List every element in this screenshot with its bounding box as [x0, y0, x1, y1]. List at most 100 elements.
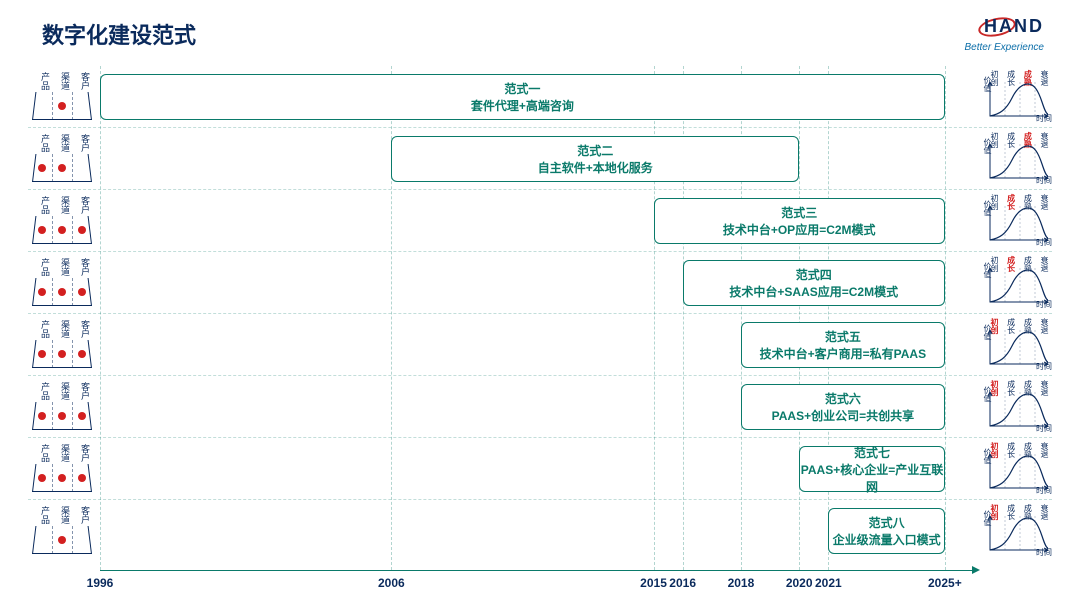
- lifecycle-chart: 初创成长成熟衰退价值时间: [980, 70, 1052, 124]
- mini-dot: [38, 226, 46, 234]
- logo-brand-label: HAND: [984, 16, 1044, 36]
- paradigm-bar: 范式八企业级流量入口模式: [828, 508, 945, 554]
- paradigm-subtitle: 技术中台+SAAS应用=C2M模式: [684, 283, 944, 300]
- paradigm-bar: 范式二自主软件+本地化服务: [391, 136, 799, 182]
- mini-column-label: 客户: [74, 256, 92, 278]
- timeline-tick-label: 2020: [786, 576, 813, 590]
- lifecycle-curve-icon: [988, 514, 1050, 554]
- mini-dot: [58, 474, 66, 482]
- mini-column-label: 产品: [34, 442, 52, 464]
- lifecycle-chart: 初创成长成熟衰退价值时间: [980, 132, 1052, 186]
- timeline-tick-label: 2018: [728, 576, 755, 590]
- mini-column-label: 产品: [34, 194, 52, 216]
- timeline-tick-label: 2015: [640, 576, 667, 590]
- mini-column-label: 渠道: [54, 132, 72, 154]
- mini-dot: [58, 226, 66, 234]
- paradigm-title: 范式八: [829, 514, 944, 531]
- paradigm-title: 范式三: [655, 204, 944, 221]
- mini-dot: [58, 412, 66, 420]
- mini-board: [32, 464, 92, 492]
- mini-column-label: 渠道: [54, 380, 72, 402]
- mini-column-label: 渠道: [54, 194, 72, 216]
- mini-dot: [78, 226, 86, 234]
- mini-board: [32, 216, 92, 244]
- mini-dot: [78, 412, 86, 420]
- timeline-axis: [100, 570, 974, 571]
- lifecycle-curve-icon: [988, 328, 1050, 368]
- mini-column-label: 产品: [34, 132, 52, 154]
- paradigm-subtitle: 企业级流量入口模式: [829, 531, 944, 548]
- mini-matrix: 产品渠道客户: [32, 444, 92, 494]
- mini-column-label: 客户: [74, 318, 92, 340]
- mini-matrix: 产品渠道客户: [32, 134, 92, 184]
- mini-board: [32, 154, 92, 182]
- mini-dot: [78, 350, 86, 358]
- paradigm-bar: 范式五技术中台+客户商用=私有PAAS: [741, 322, 945, 368]
- mini-dot: [38, 350, 46, 358]
- timeline-tick-label: 1996: [87, 576, 114, 590]
- mini-column-label: 客户: [74, 504, 92, 526]
- lifecycle-chart: 初创成长成熟衰退价值时间: [980, 194, 1052, 248]
- lifecycle-curve-icon: [988, 204, 1050, 244]
- mini-board: [32, 92, 92, 120]
- mini-column-label: 产品: [34, 256, 52, 278]
- logo-text: HAND: [984, 16, 1044, 37]
- page-title: 数字化建设范式: [42, 18, 196, 50]
- mini-column-label: 产品: [34, 318, 52, 340]
- mini-column-label: 产品: [34, 380, 52, 402]
- mini-dot: [78, 288, 86, 296]
- mini-column-label: 客户: [74, 442, 92, 464]
- mini-matrix: 产品渠道客户: [32, 72, 92, 122]
- paradigm-title: 范式一: [101, 80, 944, 97]
- paradigm-subtitle: PAAS+核心企业=产业互联网: [800, 461, 944, 495]
- mini-dot: [38, 164, 46, 172]
- paradigm-row: 产品渠道客户 范式五技术中台+客户商用=私有PAAS 初创成长成熟衰退价值时间: [28, 314, 1052, 376]
- mini-column-label: 产品: [34, 70, 52, 92]
- lifecycle-curve-icon: [988, 452, 1050, 492]
- mini-board: [32, 278, 92, 306]
- mini-board: [32, 402, 92, 430]
- mini-dot: [38, 474, 46, 482]
- paradigm-bar: 范式一套件代理+高端咨询: [100, 74, 945, 120]
- lifecycle-chart: 初创成长成熟衰退价值时间: [980, 380, 1052, 434]
- mini-dot: [58, 536, 66, 544]
- mini-board: [32, 526, 92, 554]
- mini-dot: [58, 288, 66, 296]
- lifecycle-curve-icon: [988, 390, 1050, 430]
- mini-dot: [38, 412, 46, 420]
- mini-dot: [58, 102, 66, 110]
- mini-dot: [58, 350, 66, 358]
- mini-matrix: 产品渠道客户: [32, 320, 92, 370]
- paradigm-row: 产品渠道客户范式三技术中台+OP应用=C2M模式初创成长成熟衰退价值时间: [28, 190, 1052, 252]
- timeline-tick-label: 2006: [378, 576, 405, 590]
- brand-logo: HAND Better Experience: [965, 16, 1045, 55]
- paradigm-title: 范式四: [684, 266, 944, 283]
- lifecycle-curve-icon: [988, 142, 1050, 182]
- mini-dot: [58, 164, 66, 172]
- paradigm-bar: 范式六PAAS+创业公司=共创共享: [741, 384, 945, 430]
- lifecycle-chart: 初创成长成熟衰退价值时间: [980, 318, 1052, 372]
- mini-matrix: 产品渠道客户: [32, 258, 92, 308]
- mini-matrix: 产品渠道客户: [32, 506, 92, 556]
- mini-matrix: 产品渠道客户: [32, 382, 92, 432]
- paradigm-title: 范式六: [742, 390, 944, 407]
- mini-dot: [38, 288, 46, 296]
- mini-column-label: 渠道: [54, 256, 72, 278]
- mini-column-label: 客户: [74, 70, 92, 92]
- mini-column-label: 客户: [74, 132, 92, 154]
- timeline-tick-label: 2021: [815, 576, 842, 590]
- mini-board: [32, 340, 92, 368]
- lifecycle-chart: 初创成长成熟衰退价值时间: [980, 256, 1052, 310]
- logo-tagline: Better Experience: [965, 42, 1045, 53]
- paradigm-subtitle: 套件代理+高端咨询: [101, 97, 944, 114]
- timeline-chart: 19962006201520162018202020212025+产品渠道客户范…: [28, 66, 1052, 586]
- paradigm-bar: 范式三技术中台+OP应用=C2M模式: [654, 198, 945, 244]
- mini-column-label: 渠道: [54, 504, 72, 526]
- mini-dot: [78, 474, 86, 482]
- lifecycle-curve-icon: [988, 80, 1050, 120]
- paradigm-subtitle: 自主软件+本地化服务: [392, 159, 798, 176]
- timeline-tick-label: 2025+: [928, 576, 962, 590]
- lifecycle-curve-icon: [988, 266, 1050, 306]
- paradigm-row: 产品渠道客户 范式六PAAS+创业公司=共创共享初创成长成熟衰退价值时间: [28, 376, 1052, 438]
- timeline-tick-label: 2016: [669, 576, 696, 590]
